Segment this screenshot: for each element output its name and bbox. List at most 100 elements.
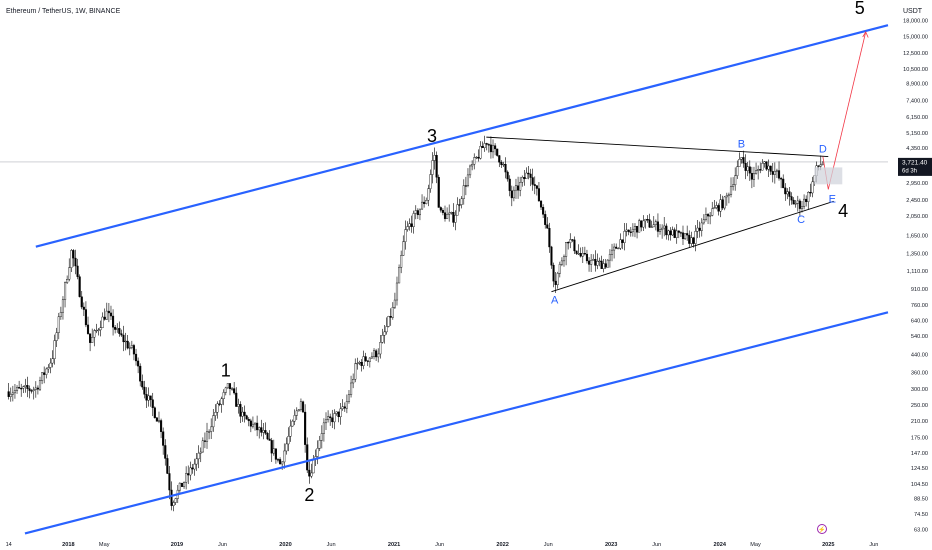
candle-body (479, 145, 482, 159)
candle-body (343, 406, 346, 409)
candle-body (168, 473, 171, 491)
candle-body (339, 408, 342, 418)
candle-body (771, 171, 774, 175)
candle-body (567, 242, 570, 244)
candle-body (139, 365, 142, 382)
candle-body (393, 299, 396, 308)
candle-body (744, 162, 747, 171)
candle-body (208, 431, 211, 433)
candle-body (360, 361, 363, 366)
candle-body (702, 219, 705, 224)
candle-body (552, 264, 555, 282)
candle-body (466, 174, 470, 187)
candle-body (414, 210, 417, 214)
candle-body (74, 257, 77, 267)
candle-body (389, 316, 392, 318)
price-tick-label: 360.00 (911, 370, 928, 376)
candle-body (366, 360, 369, 362)
candle-body (483, 143, 486, 149)
candle-body (107, 310, 110, 314)
lightning-icon[interactable] (817, 524, 827, 534)
candle-body (101, 316, 104, 328)
candle-body (585, 253, 589, 262)
candle-body (337, 411, 340, 418)
candle-body (790, 196, 793, 201)
candle-body (423, 201, 426, 204)
candle-body (454, 214, 457, 223)
candle-body (327, 416, 330, 421)
candle-body (243, 411, 246, 416)
candle-body (203, 440, 206, 442)
candle-body (462, 185, 465, 199)
triangle-point-A: A (551, 295, 559, 307)
candle-body (688, 234, 691, 244)
candle-body (548, 228, 551, 248)
candle-body (352, 379, 355, 384)
candle-body (391, 307, 394, 318)
candle-body (137, 360, 140, 367)
candle-body (631, 228, 634, 233)
candle-body (667, 230, 670, 236)
channel-upper-line (35, 24, 889, 248)
candle-body (441, 210, 444, 213)
candle-body (38, 380, 42, 390)
candle-body (306, 444, 309, 471)
candle-body (297, 409, 300, 412)
candle-body (633, 226, 637, 230)
candle-body (469, 165, 472, 176)
price-tick-label: 2,050.00 (906, 214, 928, 220)
candle-body (318, 440, 321, 449)
candle-body (761, 163, 764, 171)
candle-body (231, 388, 234, 390)
candle-body (638, 220, 641, 233)
candle-body (285, 443, 288, 452)
candle-body (794, 203, 797, 205)
candle-body (164, 445, 167, 459)
time-tick-label: 2018 (62, 542, 74, 548)
candle-body (671, 229, 674, 236)
candle-body (529, 173, 532, 178)
candle-body (418, 208, 422, 216)
time-axis[interactable]: 14 2018 May 2019 Jun 2020 Jun 2021 Jun 2022 Jun 202… (6, 542, 879, 548)
wave-e-target-zone[interactable] (814, 167, 843, 185)
candle-body (809, 192, 812, 194)
candle-body (377, 353, 380, 358)
candle-body (316, 448, 319, 457)
price-axis[interactable]: 18,000.00 15,000.00 12,500.00 10,500.00 8,90… (903, 18, 928, 533)
candle-body (416, 210, 419, 216)
candle-body (41, 372, 44, 381)
candle-body (458, 204, 461, 206)
candle-body (57, 316, 60, 333)
candle-body (145, 394, 148, 401)
candle-body (805, 198, 808, 203)
candle-body (558, 264, 561, 274)
candle-body (222, 392, 225, 400)
candle-body (752, 173, 756, 180)
candle-body (757, 169, 760, 171)
time-tick-label: Jun (652, 542, 661, 548)
candle-body (704, 214, 708, 220)
time-tick-label: Jun (327, 542, 336, 548)
time-tick-label: Jun (544, 542, 553, 548)
price-tick-label: 760.00 (911, 303, 928, 309)
price-tick-label: 104.50 (911, 482, 928, 488)
candle-body (216, 403, 219, 413)
channel-lower-line (24, 311, 889, 535)
candle-body (456, 204, 459, 216)
candle-body (792, 199, 795, 205)
candle-body (473, 157, 476, 165)
candle-body (450, 212, 453, 214)
price-tick-label: 540.00 (911, 334, 928, 340)
candle-body (82, 306, 85, 310)
candle-body (594, 259, 597, 266)
candle-body (70, 250, 73, 268)
candle-body (504, 163, 507, 173)
candle-body (508, 178, 511, 191)
candle-body (134, 353, 138, 362)
candle-body (155, 417, 158, 422)
candle-body (721, 199, 724, 209)
candle-body (519, 181, 522, 191)
candle-body (43, 372, 46, 375)
drawing-layer[interactable] (24, 24, 889, 535)
